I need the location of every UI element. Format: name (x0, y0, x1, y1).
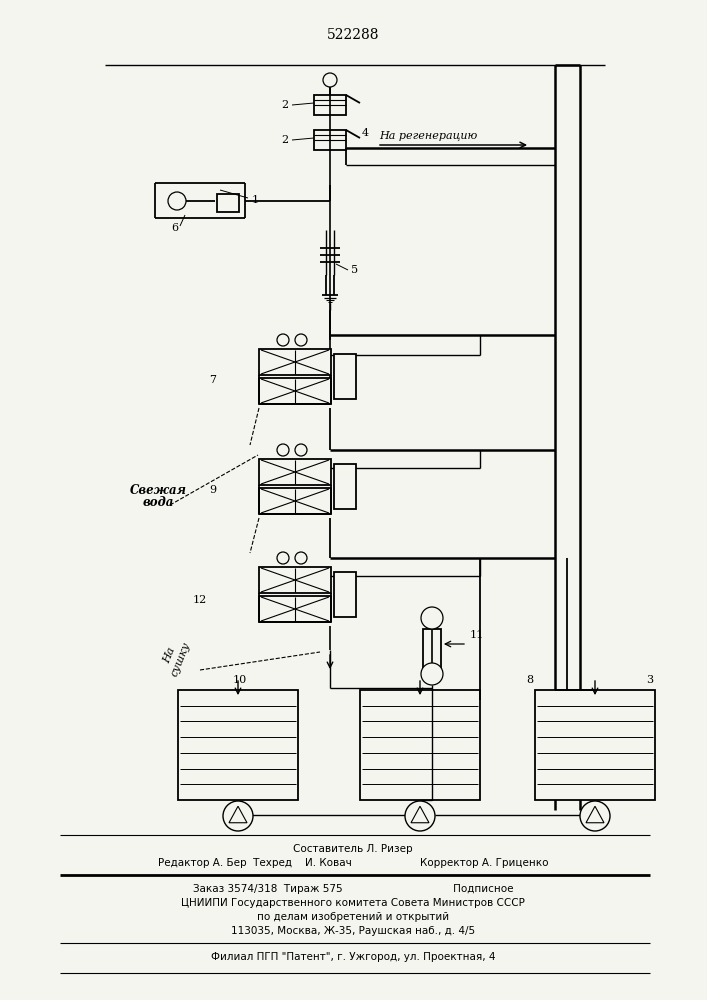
Bar (259, 349, 331, 375)
Circle shape (277, 334, 289, 346)
Text: 5: 5 (351, 265, 358, 275)
Bar (314, 130, 346, 150)
Text: Редактор А. Бер  Техред    И. Ковач                     Корректор А. Гриценко: Редактор А. Бер Техред И. Ковач Корректо… (158, 858, 548, 868)
Text: На регенерацию: На регенерацию (379, 131, 477, 141)
Bar (178, 690, 298, 800)
Text: 9: 9 (209, 485, 216, 495)
Text: 10: 10 (233, 675, 247, 685)
Text: 11: 11 (470, 630, 484, 640)
Circle shape (323, 73, 337, 87)
Bar (259, 378, 331, 404)
Bar (259, 567, 331, 593)
Bar (259, 459, 331, 485)
Circle shape (421, 663, 443, 685)
Bar (334, 354, 356, 399)
Bar (217, 194, 239, 212)
Circle shape (223, 801, 253, 831)
Text: 7: 7 (209, 375, 216, 385)
Text: На
сушку: На сушку (158, 636, 192, 678)
Text: ЦНИИПИ Государственного комитета Совета Министров СССР: ЦНИИПИ Государственного комитета Совета … (181, 898, 525, 908)
Text: Заказ 3574/318  Тираж 575                                  Подписное: Заказ 3574/318 Тираж 575 Подписное (193, 884, 513, 894)
Circle shape (277, 444, 289, 456)
Bar (334, 464, 356, 509)
Text: 3: 3 (646, 675, 653, 685)
Bar (314, 95, 346, 115)
Circle shape (277, 552, 289, 564)
Text: Составитель Л. Ризер: Составитель Л. Ризер (293, 844, 413, 854)
Circle shape (421, 607, 443, 629)
Bar (334, 572, 356, 617)
Text: Свежая: Свежая (129, 484, 187, 496)
Bar (423, 629, 441, 674)
Circle shape (405, 801, 435, 831)
Text: 2: 2 (281, 135, 288, 145)
Text: 8: 8 (527, 675, 534, 685)
Text: 6: 6 (171, 223, 179, 233)
Bar (259, 488, 331, 514)
Circle shape (295, 552, 307, 564)
Text: 2: 2 (281, 100, 288, 110)
Text: 12: 12 (193, 595, 207, 605)
Text: вода: вода (142, 495, 174, 508)
Text: 522288: 522288 (327, 28, 379, 42)
Text: 4: 4 (361, 128, 368, 138)
Text: 1: 1 (252, 195, 259, 205)
Text: по делам изобретений и открытий: по делам изобретений и открытий (257, 912, 449, 922)
Text: Филиал ПГП "Патент", г. Ужгород, ул. Проектная, 4: Филиал ПГП "Патент", г. Ужгород, ул. Про… (211, 952, 495, 962)
Bar (360, 690, 480, 800)
Bar (535, 690, 655, 800)
Circle shape (295, 444, 307, 456)
Circle shape (295, 334, 307, 346)
Circle shape (168, 192, 186, 210)
Bar (259, 596, 331, 622)
Text: 113035, Москва, Ж-35, Раушская наб., д. 4/5: 113035, Москва, Ж-35, Раушская наб., д. … (231, 926, 475, 936)
Circle shape (580, 801, 610, 831)
